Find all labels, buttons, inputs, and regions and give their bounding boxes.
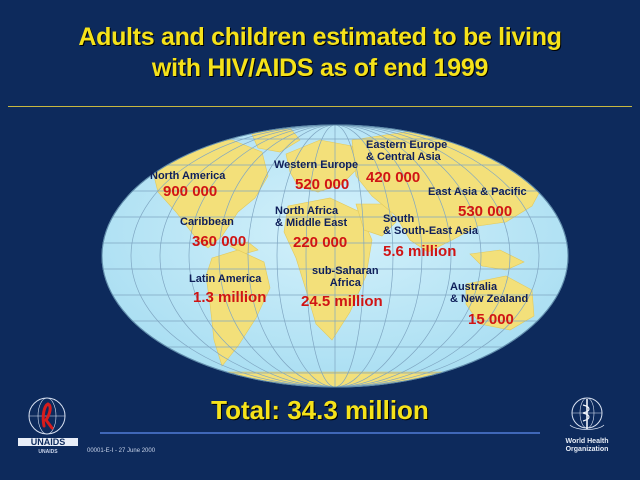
value-caribbean: 360 000 bbox=[192, 233, 247, 250]
landmass-new-zealand bbox=[541, 317, 553, 341]
value-latin-america: 1.3 million bbox=[193, 289, 267, 306]
title-divider bbox=[8, 106, 632, 107]
landmass-southeast-asia-islands bbox=[469, 249, 525, 271]
region-label-australia-nz: Australia & New Zealand bbox=[450, 281, 529, 305]
value-sub-saharan-africa: 24.5 million bbox=[301, 293, 383, 310]
landmass-middle-east bbox=[355, 203, 397, 237]
region-label-south-southeast-asia: South & South-East Asia bbox=[383, 213, 478, 237]
region-label-western-europe: Western Europe bbox=[274, 159, 359, 171]
value-australia-nz: 15 000 bbox=[468, 311, 514, 328]
region-label-north-america: North America bbox=[150, 170, 226, 182]
landmass-australia bbox=[465, 275, 535, 331]
landmass-europe bbox=[285, 139, 359, 193]
region-label-eastern-europe-central-asia: Eastern Europe & Central Asia bbox=[366, 139, 448, 163]
unaids-logo-label: UNAIDS bbox=[18, 438, 78, 447]
region-label-east-asia-pacific: East Asia & Pacific bbox=[428, 186, 527, 198]
value-eastern-europe-central-asia: 420 000 bbox=[366, 169, 421, 186]
region-label-latin-america: Latin America bbox=[189, 273, 262, 285]
title-line-2: with HIV/AIDS as of end 1999 bbox=[151, 54, 489, 82]
value-north-america: 900 000 bbox=[163, 183, 218, 200]
region-label-sub-saharan-africa: sub-Saharan Africa bbox=[312, 265, 379, 289]
region-label-caribbean: Caribbean bbox=[180, 216, 234, 228]
unaids-emblem-icon bbox=[28, 397, 66, 435]
value-south-southeast-asia: 5.6 million bbox=[383, 243, 457, 260]
value-east-asia-pacific: 530 000 bbox=[458, 203, 513, 220]
region-label-north-africa-middle-east: North Africa & Middle East bbox=[275, 205, 348, 229]
title-line-1: Adults and children estimated to be livi… bbox=[78, 23, 562, 51]
value-western-europe: 520 000 bbox=[295, 176, 350, 193]
value-north-africa-middle-east: 220 000 bbox=[293, 234, 348, 251]
who-logo-label: World Health Organization bbox=[565, 438, 609, 453]
unaids-logo-sub: UNAIDS bbox=[38, 449, 58, 455]
who-emblem-icon bbox=[569, 397, 605, 430]
page-title: Adults and children estimated to be livi… bbox=[0, 22, 640, 84]
total-label: Total: 34.3 million bbox=[211, 395, 429, 425]
footnote: 00001-E-I - 27 June 2000 bbox=[87, 448, 156, 454]
total-divider bbox=[100, 432, 540, 434]
landmass-north-america bbox=[149, 139, 269, 249]
